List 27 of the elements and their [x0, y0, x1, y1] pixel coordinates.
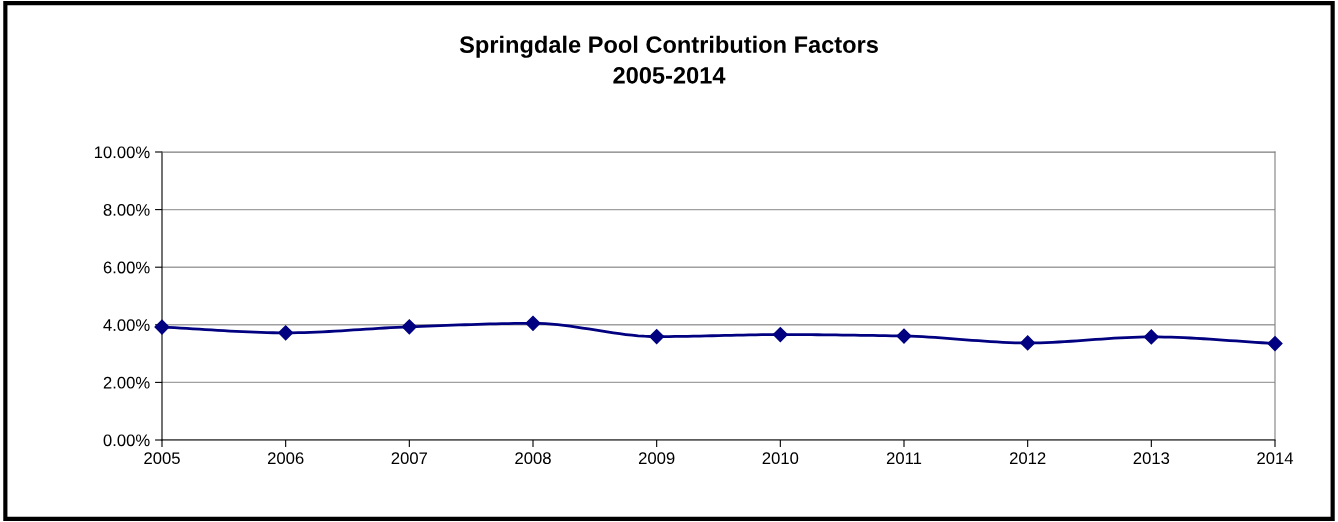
point: [896, 328, 912, 344]
y-tick-label: 0.00%: [103, 434, 150, 447]
x-tick-label: 2013: [1133, 452, 1170, 465]
point: [1143, 329, 1159, 345]
x-tick-label: 2012: [1009, 452, 1046, 465]
y-tick-label: 2.00%: [103, 376, 150, 389]
x-tick-label: 2010: [762, 452, 799, 465]
y-tick-label: 8.00%: [103, 204, 150, 216]
point: [401, 319, 417, 335]
x-tick-label: 2008: [515, 452, 551, 465]
x-tick-label: 2014: [1257, 452, 1294, 465]
point: [154, 319, 170, 335]
y-tick-label: 10.00%: [94, 146, 150, 159]
x-tick-label: 2006: [267, 452, 304, 465]
x-tick-label: 2011: [886, 452, 922, 465]
point: [525, 315, 541, 331]
point: [1020, 335, 1036, 351]
point: [278, 325, 294, 341]
x-tick-label: 2009: [638, 452, 675, 465]
y-tick-label: 6.00%: [103, 261, 150, 274]
point: [1267, 335, 1283, 352]
y-tick-label: 4.00%: [103, 319, 150, 331]
point: [649, 329, 665, 345]
point: [772, 327, 788, 343]
chart-title: Springdale Pool Contribution Factors 2005-2014: [459, 35, 878, 84]
x-tick-label: 2007: [391, 452, 428, 465]
x-tick-label: 2005: [144, 452, 180, 465]
